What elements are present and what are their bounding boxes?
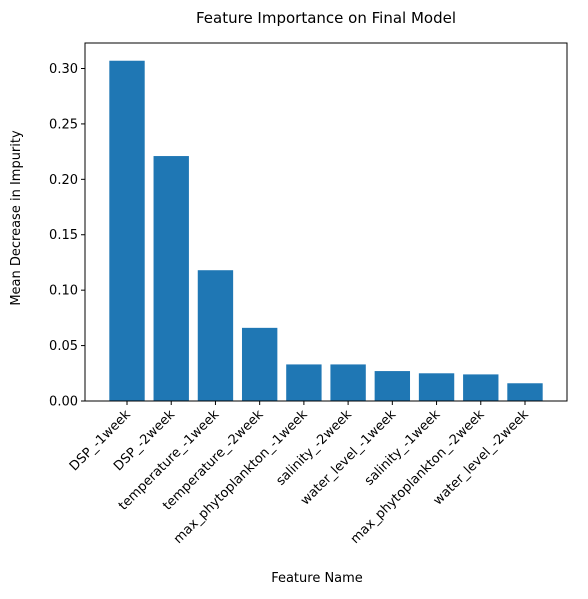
chart-title: Feature Importance on Final Model bbox=[196, 9, 456, 27]
bar-8 bbox=[418, 373, 455, 401]
y-axis-title: Mean Decrease in Impurity bbox=[9, 130, 24, 306]
y-tick-label: 0.05 bbox=[49, 339, 78, 354]
y-tick-label: 0.10 bbox=[49, 284, 78, 299]
bar-4 bbox=[241, 327, 278, 401]
bars-layer bbox=[109, 60, 543, 402]
x-axis-title: Feature Name bbox=[271, 571, 363, 586]
bar-2 bbox=[153, 156, 189, 401]
bar-5 bbox=[286, 364, 322, 401]
y-tick-label: 0.20 bbox=[49, 173, 78, 188]
plot-frame bbox=[84, 42, 568, 402]
y-tick-label: 0.00 bbox=[49, 395, 78, 410]
bar-10 bbox=[507, 383, 543, 401]
y-tick-label: 0.30 bbox=[49, 62, 78, 77]
bar-1 bbox=[109, 60, 145, 402]
y-axis: 0.00 0.05 0.10 0.15 0.20 0.25 0.30 bbox=[49, 62, 85, 410]
bar-6 bbox=[330, 364, 366, 401]
y-tick-label: 0.25 bbox=[49, 117, 78, 132]
bar-3 bbox=[197, 270, 234, 401]
bar-9 bbox=[463, 374, 499, 401]
y-tick-label: 0.15 bbox=[49, 228, 78, 243]
bar-7 bbox=[374, 371, 411, 401]
